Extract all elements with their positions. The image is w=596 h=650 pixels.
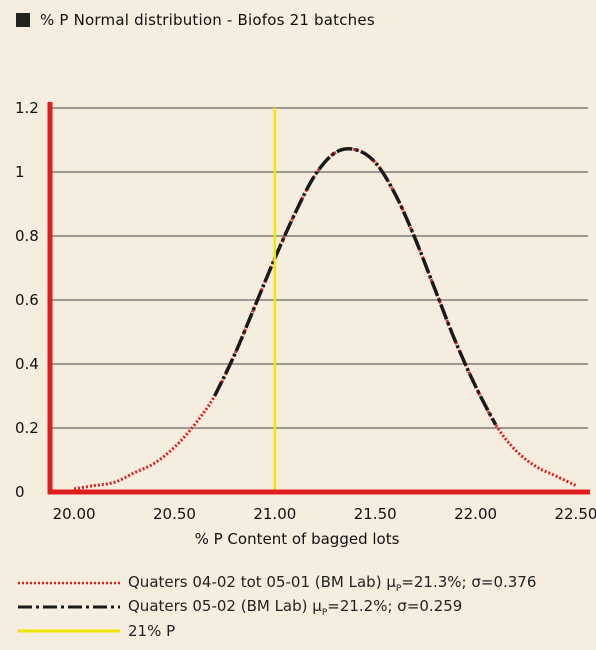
chart-title-row: % P Normal distribution - Biofos 21 batc… bbox=[16, 11, 375, 29]
x-tick-label: 22.00 bbox=[454, 505, 497, 523]
y-tick-label: 0 bbox=[15, 483, 25, 501]
legend-label-reference: 21% P bbox=[128, 622, 176, 640]
legend-swatch-dashdot-icon bbox=[18, 605, 120, 609]
y-tick-label: 1.2 bbox=[15, 99, 39, 117]
y-tick-label: 0.8 bbox=[15, 227, 39, 245]
legend-item-reference: 21% P bbox=[18, 619, 536, 643]
series-line-dashdot bbox=[213, 147, 498, 426]
y-tick-label: 0.2 bbox=[15, 419, 39, 437]
series-line-dotted bbox=[73, 147, 577, 491]
legend: Quaters 04-02 tot 05-01 (BM Lab) μP=21.3… bbox=[18, 571, 536, 643]
x-tick-label: 20.00 bbox=[53, 505, 96, 523]
x-axis-label: % P Content of bagged lots bbox=[195, 530, 400, 548]
legend-label-series-2: Quaters 05-02 (BM Lab) μP=21.2%; σ=0.259 bbox=[128, 596, 463, 618]
y-tick-label: 1 bbox=[15, 163, 25, 181]
legend-swatch-yellow-line-icon bbox=[18, 629, 120, 633]
legend-item-series-1: Quaters 04-02 tot 05-01 (BM Lab) μP=21.3… bbox=[18, 571, 536, 595]
y-tick-label: 0.4 bbox=[15, 355, 39, 373]
x-tick-label: 21.50 bbox=[354, 505, 397, 523]
x-tick-label: 22.50 bbox=[554, 505, 596, 523]
chart-title: % P Normal distribution - Biofos 21 batc… bbox=[40, 11, 375, 29]
x-tick-label: 20.50 bbox=[153, 505, 196, 523]
legend-item-series-2: Quaters 05-02 (BM Lab) μP=21.2%; σ=0.259 bbox=[18, 595, 536, 619]
chart-canvas: 0 0.2 0.4 0.6 0.8 1 1.2 20.00 20.50 21.00 21.50 22.… bbox=[15, 99, 596, 548]
title-marker-icon bbox=[16, 13, 30, 27]
x-tick-label: 21.00 bbox=[253, 505, 296, 523]
legend-label-series-1: Quaters 04-02 tot 05-01 (BM Lab) μP=21.3… bbox=[128, 572, 537, 594]
y-tick-label: 0.6 bbox=[15, 291, 39, 309]
legend-swatch-dotted-icon bbox=[18, 581, 120, 585]
